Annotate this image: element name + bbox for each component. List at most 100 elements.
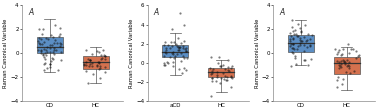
Point bbox=[175, 49, 181, 51]
Point bbox=[291, 33, 297, 35]
Point bbox=[85, 59, 91, 60]
Point bbox=[338, 63, 344, 65]
Point bbox=[57, 34, 63, 35]
Point bbox=[36, 28, 42, 30]
Point bbox=[336, 67, 342, 69]
Point bbox=[177, 12, 183, 14]
Point bbox=[342, 63, 348, 64]
Point bbox=[43, 54, 49, 56]
Point bbox=[335, 79, 341, 81]
Point bbox=[176, 68, 182, 70]
Point bbox=[225, 66, 231, 68]
Point bbox=[40, 28, 46, 29]
Point bbox=[169, 28, 175, 30]
Point bbox=[40, 41, 46, 43]
Point bbox=[102, 55, 108, 57]
Point bbox=[40, 55, 46, 56]
Point bbox=[87, 59, 93, 61]
Point bbox=[161, 62, 167, 64]
Point bbox=[304, 40, 310, 41]
Point bbox=[87, 63, 93, 65]
Point bbox=[170, 61, 176, 63]
Point bbox=[214, 76, 220, 78]
Point bbox=[288, 43, 294, 45]
Bar bbox=[334, 57, 360, 74]
Point bbox=[217, 65, 223, 67]
Point bbox=[56, 35, 62, 37]
Point bbox=[161, 55, 167, 56]
Point bbox=[43, 49, 49, 50]
Point bbox=[353, 57, 359, 59]
Point bbox=[180, 46, 186, 47]
Point bbox=[209, 70, 215, 72]
Bar bbox=[288, 35, 314, 52]
Point bbox=[218, 77, 225, 79]
Point bbox=[228, 76, 234, 78]
Point bbox=[229, 65, 235, 67]
Point bbox=[301, 59, 307, 61]
Point bbox=[290, 47, 296, 49]
Point bbox=[36, 42, 42, 44]
Point bbox=[308, 58, 314, 60]
Point bbox=[297, 44, 303, 46]
Point bbox=[223, 79, 229, 81]
Point bbox=[351, 70, 357, 72]
Point bbox=[90, 73, 96, 75]
Point bbox=[96, 68, 102, 69]
Point bbox=[180, 47, 186, 49]
Point bbox=[302, 24, 308, 26]
Point bbox=[220, 72, 226, 74]
Point bbox=[50, 57, 56, 58]
Point bbox=[169, 45, 175, 47]
Point bbox=[161, 64, 167, 66]
Point bbox=[290, 43, 296, 45]
Point bbox=[297, 28, 304, 29]
Point bbox=[167, 47, 173, 49]
Point bbox=[293, 63, 299, 65]
Point bbox=[176, 47, 182, 49]
Point bbox=[57, 27, 64, 29]
Point bbox=[209, 77, 215, 78]
Point bbox=[334, 53, 340, 55]
Point bbox=[293, 33, 299, 35]
Point bbox=[183, 69, 189, 71]
Point bbox=[81, 63, 87, 65]
Point bbox=[170, 52, 176, 53]
Point bbox=[287, 45, 293, 46]
Point bbox=[292, 57, 298, 59]
Point bbox=[338, 60, 344, 62]
Point bbox=[81, 64, 87, 65]
Point bbox=[297, 31, 304, 33]
Point bbox=[43, 46, 50, 48]
Point bbox=[87, 59, 93, 61]
Point bbox=[93, 65, 99, 67]
Point bbox=[332, 48, 338, 50]
Point bbox=[180, 55, 186, 57]
Point bbox=[42, 53, 48, 54]
Point bbox=[295, 35, 301, 37]
Point bbox=[307, 45, 313, 47]
Point bbox=[182, 48, 188, 50]
Point bbox=[38, 52, 44, 54]
Point bbox=[353, 50, 359, 52]
Point bbox=[290, 53, 296, 54]
Point bbox=[221, 78, 227, 80]
Point bbox=[102, 71, 108, 72]
Point bbox=[97, 77, 103, 79]
Point bbox=[297, 39, 303, 41]
Point bbox=[183, 50, 189, 52]
Point bbox=[338, 54, 344, 56]
Point bbox=[167, 56, 173, 57]
Point bbox=[178, 52, 184, 54]
Point bbox=[178, 42, 184, 44]
Point bbox=[50, 36, 56, 38]
Point bbox=[46, 45, 53, 46]
Point bbox=[339, 60, 345, 61]
Point bbox=[47, 63, 53, 65]
Point bbox=[96, 67, 102, 69]
Point bbox=[214, 71, 220, 73]
Bar bbox=[83, 56, 109, 69]
Point bbox=[225, 76, 231, 78]
Point bbox=[294, 49, 300, 50]
Point bbox=[228, 75, 234, 77]
